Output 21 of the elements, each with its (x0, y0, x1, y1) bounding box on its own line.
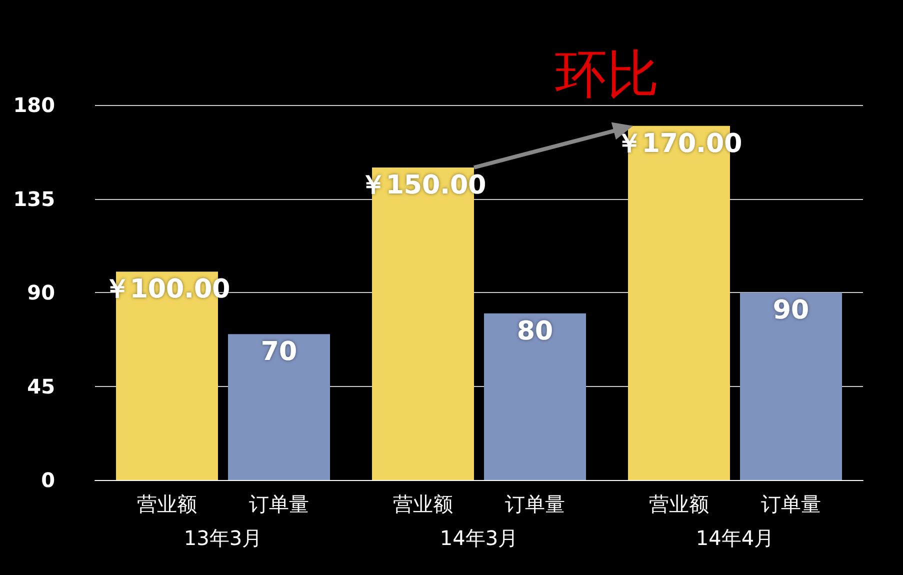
y-tick-label: 180 (13, 93, 55, 117)
series-label: 订单量 (249, 492, 309, 516)
y-tick-label: 90 (27, 280, 55, 304)
text: 营业额 (393, 492, 453, 516)
data-label: 80 (516, 316, 554, 346)
text: 订单量 (505, 492, 565, 516)
series-label: 营业额 (137, 492, 197, 516)
bar (740, 292, 842, 480)
y-tick-label: 45 (27, 374, 55, 398)
x-tick-label: 14年4月 (696, 526, 774, 550)
text: 营业额 (649, 492, 709, 516)
y-tick-label: 135 (13, 186, 55, 211)
x-tick-label: 13年3月 (184, 526, 262, 550)
bar (484, 313, 586, 480)
bar (228, 334, 330, 480)
data-label: 90 (772, 296, 810, 326)
x-tick-label: 14年3月 (440, 526, 518, 550)
y-tick-label: 0 (41, 468, 55, 492)
text: 订单量 (761, 492, 821, 516)
annotation: 环比 (555, 45, 659, 105)
data-label: 70 (260, 337, 298, 368)
